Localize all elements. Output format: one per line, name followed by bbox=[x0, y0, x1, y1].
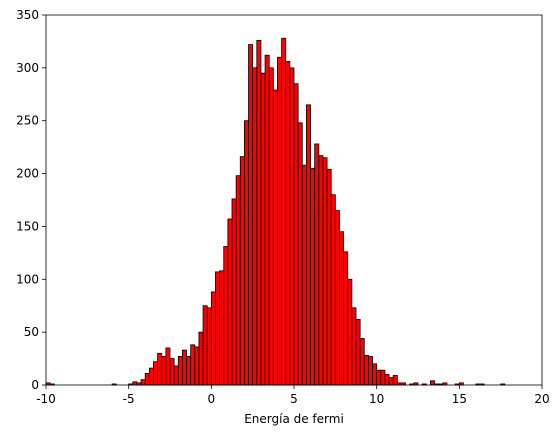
histogram-bar bbox=[223, 246, 229, 386]
histogram-bar bbox=[281, 37, 287, 386]
histogram-bar bbox=[148, 367, 154, 386]
histogram-bar bbox=[202, 305, 208, 386]
histogram-bar bbox=[334, 210, 340, 386]
x-tick-label: 0 bbox=[208, 392, 216, 406]
histogram-bar bbox=[355, 319, 361, 386]
x-tick-label: 5 bbox=[290, 392, 298, 406]
y-tick-label: 300 bbox=[16, 61, 39, 75]
histogram-bar bbox=[239, 156, 245, 386]
histogram-bar bbox=[343, 251, 349, 386]
histogram-bar bbox=[322, 157, 328, 386]
histogram-bar bbox=[165, 347, 171, 386]
histogram-bar bbox=[264, 54, 270, 386]
histogram-bar bbox=[372, 363, 378, 386]
histogram-bar bbox=[285, 61, 291, 386]
histogram-bar bbox=[293, 83, 299, 386]
histogram-bar bbox=[359, 338, 365, 386]
histogram-bar bbox=[310, 167, 316, 386]
histogram-bar bbox=[277, 56, 283, 386]
histogram-bar bbox=[429, 380, 435, 386]
histogram-bar bbox=[144, 372, 150, 386]
histogram-bar bbox=[367, 356, 373, 386]
histogram-bar bbox=[326, 168, 332, 386]
histogram-bar bbox=[194, 346, 200, 386]
x-tick-label: 10 bbox=[369, 392, 384, 406]
y-tick-label: 250 bbox=[16, 114, 39, 128]
y-tick-label: 350 bbox=[16, 8, 39, 22]
histogram-bar bbox=[177, 356, 183, 386]
histogram-bar bbox=[380, 369, 386, 386]
histogram-bar bbox=[252, 67, 258, 386]
histogram-bar bbox=[318, 155, 324, 386]
histogram-bar bbox=[363, 354, 369, 386]
histogram-bar bbox=[305, 104, 311, 386]
histogram-bar bbox=[272, 89, 278, 386]
histogram-bar bbox=[157, 352, 163, 386]
x-tick-label: -10 bbox=[36, 392, 56, 406]
histogram-bar bbox=[227, 218, 233, 386]
x-tick-label: -5 bbox=[123, 392, 135, 406]
histogram-bar bbox=[392, 375, 398, 386]
y-axis: 0 50 100 150 200 250 300 350 bbox=[16, 8, 46, 392]
histogram-bar bbox=[330, 194, 336, 386]
y-tick-label: 150 bbox=[16, 219, 39, 233]
histogram-bar bbox=[301, 164, 307, 386]
histogram-bar bbox=[243, 120, 249, 386]
histogram-bar bbox=[347, 278, 353, 386]
x-axis: -10 -5 0 5 10 15 20 bbox=[36, 385, 550, 406]
y-tick-label: 0 bbox=[31, 378, 39, 392]
histogram-bar bbox=[181, 349, 187, 386]
histogram-bars bbox=[45, 37, 506, 386]
histogram-bar bbox=[351, 307, 357, 386]
y-tick-label: 100 bbox=[16, 272, 39, 286]
y-tick-label: 50 bbox=[24, 325, 39, 339]
histogram-bar bbox=[235, 175, 241, 386]
y-tick-label: 200 bbox=[16, 167, 39, 181]
histogram-bar bbox=[173, 365, 179, 386]
histogram-bar bbox=[231, 198, 237, 386]
histogram-bar bbox=[186, 356, 192, 386]
histogram-bar bbox=[206, 307, 212, 386]
x-tick-label: 15 bbox=[452, 392, 467, 406]
histogram-bar bbox=[161, 356, 167, 386]
histogram-bar bbox=[260, 72, 266, 386]
histogram-bar bbox=[190, 344, 196, 386]
histogram-bar bbox=[376, 369, 382, 386]
histogram-bar bbox=[297, 122, 303, 386]
histogram-bar bbox=[339, 231, 345, 386]
histogram-bar bbox=[132, 381, 138, 386]
histogram-bar bbox=[140, 379, 146, 386]
histogram-bar bbox=[215, 271, 220, 386]
histogram-bar bbox=[248, 44, 254, 386]
x-axis-label: Energía de fermi bbox=[244, 412, 344, 426]
histogram-bar bbox=[256, 39, 262, 386]
histogram-bar bbox=[314, 143, 320, 386]
histogram-bar bbox=[153, 361, 158, 386]
histogram-bar bbox=[384, 374, 390, 386]
histogram-bar bbox=[268, 67, 274, 386]
histogram-bar bbox=[210, 291, 216, 386]
histogram-bar bbox=[388, 377, 394, 386]
x-tick-label: 20 bbox=[534, 392, 549, 406]
histogram-bar bbox=[198, 331, 204, 386]
histogram-bar bbox=[169, 358, 175, 386]
histogram-bar bbox=[219, 270, 225, 386]
histogram-bar bbox=[289, 67, 295, 386]
